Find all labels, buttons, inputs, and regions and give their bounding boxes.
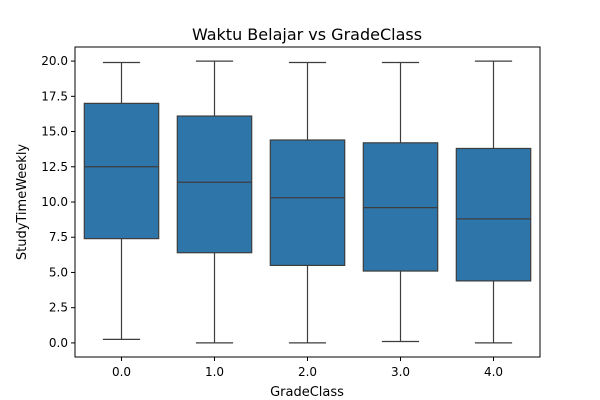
x-axis-label: GradeClass [270, 385, 344, 400]
box-body-1 [176, 115, 253, 254]
box-3 [362, 61, 439, 343]
x-tick-label-4: 4.0 [484, 365, 503, 379]
y-tick-label-0: 0.0 [49, 336, 68, 350]
box-0 [83, 61, 160, 340]
x-tick-label-3: 3.0 [391, 365, 410, 379]
box-body-4 [455, 147, 532, 282]
box-body-2 [269, 139, 346, 267]
box-1 [176, 60, 253, 344]
plot-area: 0.0 2.5 5.0 7.5 10.0 12.5 15.0 17.5 20.0 0.0 1.0 2.… [41, 46, 541, 379]
chart-title: Waktu Belajar vs GradeClass [192, 25, 422, 44]
x-tick-label-0: 0.0 [112, 365, 131, 379]
y-tick-label-4: 10.0 [41, 195, 68, 209]
y-tick-label-5: 12.5 [41, 160, 68, 174]
y-tick-label-7: 17.5 [41, 89, 68, 103]
y-tick-label-1: 2.5 [49, 301, 68, 315]
y-tick-label-3: 7.5 [49, 230, 68, 244]
box-body-0 [83, 102, 160, 240]
box-body-3 [362, 142, 439, 272]
y-axis-label: StudyTimeWeekly [15, 144, 30, 261]
x-tick-label-2: 2.0 [298, 365, 317, 379]
y-tick-label-6: 15.0 [41, 125, 68, 139]
box-2 [269, 61, 346, 344]
box-4 [455, 60, 532, 344]
y-tick-label-8: 20.0 [41, 54, 68, 68]
y-tick-label-2: 5.0 [49, 265, 68, 279]
x-tick-label-1: 1.0 [205, 365, 224, 379]
